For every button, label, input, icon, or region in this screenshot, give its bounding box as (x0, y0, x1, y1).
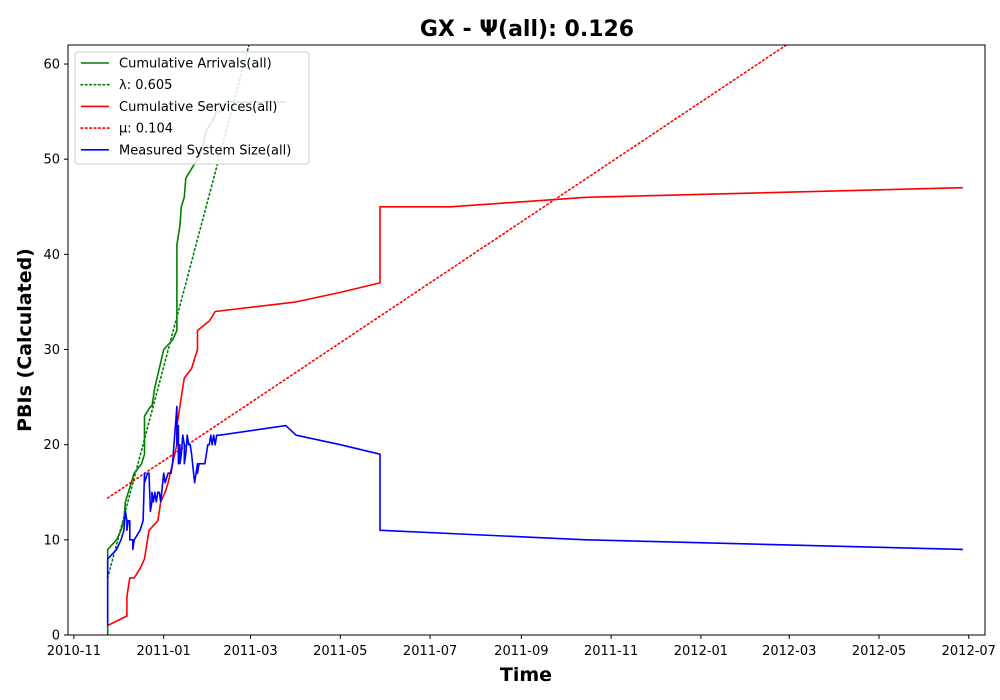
y-axis: 0 10 20 30 40 50 60 (43, 58, 68, 644)
y-tick-label: 10 (43, 533, 60, 548)
x-tick-label: 2011-11 (584, 644, 638, 659)
series-line-1 (106, 101, 286, 635)
legend-entry-label: λ: 0.605 (119, 78, 172, 93)
y-tick-label: 30 (43, 343, 60, 358)
y-tick-label: 0 (52, 629, 60, 644)
legend-entry-label: Cumulative Arrivals(all) (119, 57, 272, 72)
legend-entry-label: Cumulative Services(all) (119, 100, 277, 115)
x-tick-label: 2012-03 (762, 644, 816, 659)
chart-title: GX - Ψ(all): 0.126 (420, 17, 634, 42)
series-line-4 (106, 45, 788, 499)
legend-entry-label: Measured System Size(all) (119, 143, 291, 158)
x-tick-label: 2011-09 (494, 644, 548, 659)
y-tick-label: 60 (43, 58, 60, 73)
y-axis-label: PBIs (Calculated) (14, 248, 36, 432)
series-line-3 (107, 186, 963, 627)
x-axis-label: Time (500, 664, 552, 686)
x-tick-label: 2011-05 (313, 644, 367, 659)
x-tick-label: 2011-01 (137, 644, 191, 659)
legend: Cumulative Arrivals(all) λ: 0.605 Cumulati… (74, 51, 310, 165)
x-tick-label: 2012-07 (942, 644, 996, 659)
x-axis: 2010-11 2011-01 2011-03 2011-05 2011-07 2011-… (47, 635, 996, 659)
legend-entry-label: μ: 0.104 (119, 122, 173, 137)
y-tick-label: 20 (43, 438, 60, 453)
y-tick-label: 50 (43, 153, 60, 168)
legend-box (74, 51, 310, 165)
series-line-5 (106, 405, 963, 626)
x-tick-label: 2012-05 (852, 644, 906, 659)
x-tick-label: 2011-03 (223, 644, 277, 659)
x-tick-label: 2010-11 (47, 644, 101, 659)
x-tick-label: 2011-07 (403, 644, 457, 659)
x-tick-label: 2012-01 (674, 644, 728, 659)
y-tick-label: 40 (43, 248, 60, 263)
plot-frame (67, 44, 986, 636)
